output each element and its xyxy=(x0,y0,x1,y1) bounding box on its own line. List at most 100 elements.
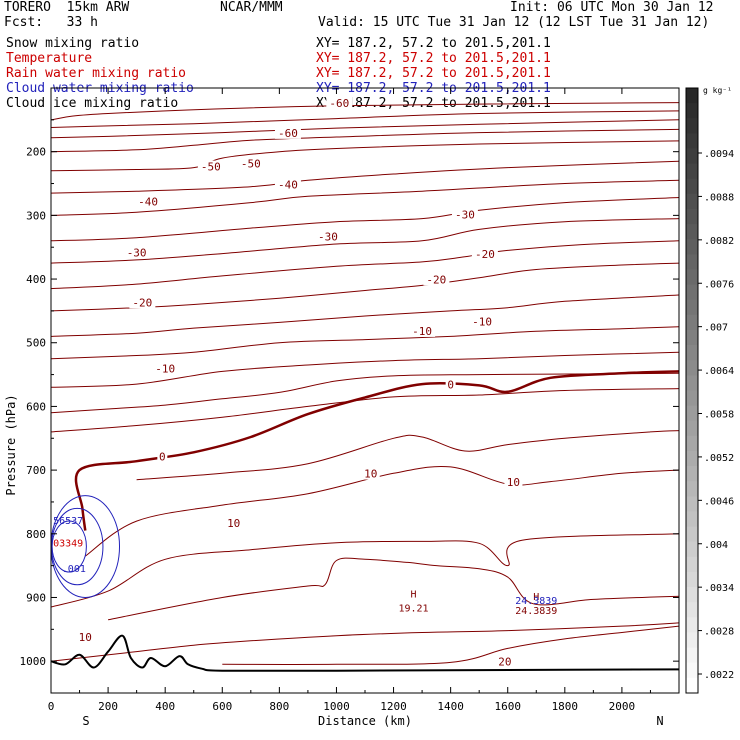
rain-label-0: 03349 xyxy=(53,539,83,550)
x-axis-label: Distance (km) xyxy=(318,714,412,728)
temperature-contour-6 xyxy=(51,179,679,216)
temperature-contour-22 xyxy=(222,625,679,665)
cloud-water-contour-0 xyxy=(51,495,120,598)
x-tick-label-5: 1000 xyxy=(323,700,350,713)
contour-label-bg-0 xyxy=(326,96,353,109)
plot-frame xyxy=(50,87,680,694)
colorbar-cell-2 xyxy=(686,118,698,134)
contour-label-18: 10 xyxy=(507,476,520,489)
contour-label-4: -40 xyxy=(278,178,298,191)
colorbar-label-3: .0076 xyxy=(704,279,734,290)
cloud-water-label-0: 56537 xyxy=(53,516,83,527)
contour-label-bg-16 xyxy=(157,450,168,463)
temperature-contour-10 xyxy=(51,262,679,312)
temperature-contour-4 xyxy=(51,140,679,172)
colorbar: .0094 .0088 .0082 .0076 .007 .0064 .0058 .0052.… xyxy=(685,86,734,694)
y-tick-label-0: 200 xyxy=(26,146,46,159)
field-xy-temperature: XY= 187.2, 57.2 to 201.5,201.1 xyxy=(316,51,551,66)
temperature-contour-15 xyxy=(51,372,679,414)
y-tick-label-6: 800 xyxy=(26,528,46,541)
contour-label-bg-2 xyxy=(237,157,264,170)
contour-label-12: -10 xyxy=(472,315,492,328)
x-tick-label-8: 1600 xyxy=(494,700,521,713)
temperature-contour-20 xyxy=(108,557,679,621)
contour-label-14: -10 xyxy=(155,362,175,375)
colorbar-label-4: .007 xyxy=(704,323,728,334)
y-tick-label-4: 600 xyxy=(26,400,46,413)
colorbar-cell-35 xyxy=(686,617,698,633)
colorbar-label-7: .0052 xyxy=(704,453,734,464)
contour-label-7: -30 xyxy=(318,231,338,244)
colorbar-cell-10 xyxy=(686,239,698,255)
cloud-water-label-1: .001 xyxy=(62,564,86,575)
colorbar-cell-7 xyxy=(686,193,698,210)
init-time: Init: 06 UTC Mon 30 Jan 12 xyxy=(510,0,714,15)
contour-label-bg-14 xyxy=(152,362,179,375)
colorbar-cell-31 xyxy=(686,556,698,573)
colorbar-label-10: .0034 xyxy=(704,583,734,594)
temperature-contour-14 xyxy=(74,370,679,531)
contour-label-bg-1 xyxy=(274,126,301,139)
contour-label-10: -20 xyxy=(426,273,446,286)
colorbar-cell-4 xyxy=(686,148,698,165)
temperature-contour-1 xyxy=(51,110,679,128)
colorbar-cell-29 xyxy=(686,526,698,543)
contour-label-bg-12 xyxy=(469,315,496,328)
temperature-contour-9 xyxy=(51,240,679,290)
colorbar-cell-26 xyxy=(686,481,698,497)
colorbar-cell-12 xyxy=(686,269,698,286)
temperature-contour-11 xyxy=(51,294,679,337)
colorbar-cell-37 xyxy=(686,647,698,664)
contour-label-bg-3 xyxy=(197,160,224,173)
colorbar-cell-22 xyxy=(686,420,698,437)
center-title: NCAR/MMM xyxy=(220,0,283,15)
x-tick-label-7: 1400 xyxy=(437,700,464,713)
colorbar-label-11: .0028 xyxy=(704,627,734,638)
forecast-hour: Fcst: 33 h xyxy=(4,15,98,30)
cloud-water-contour-2 xyxy=(51,520,87,573)
colorbar-cell-24 xyxy=(686,451,698,467)
contour-label-1: -60 xyxy=(278,127,298,140)
colorbar-cell-25 xyxy=(686,466,698,482)
temperature-contours xyxy=(51,102,679,665)
terrain-profile xyxy=(51,634,679,672)
colorbar-cell-36 xyxy=(686,632,698,649)
temperature-contour-19 xyxy=(51,533,679,608)
contour-label-bg-7 xyxy=(314,230,341,243)
contour-label-2: -50 xyxy=(241,157,261,170)
colorbar-cell-23 xyxy=(686,435,698,452)
temperature-contour-16 xyxy=(51,388,679,433)
colorbar-label-12: .0022 xyxy=(704,670,734,681)
contour-label-bg-11 xyxy=(129,296,156,309)
y-tick-label-2: 400 xyxy=(26,273,46,286)
contour-label-11: -20 xyxy=(132,296,152,309)
cloud-water-contours xyxy=(51,495,120,598)
high-marker-0: H xyxy=(411,589,417,600)
temperature-contour-8 xyxy=(51,218,679,264)
contour-label-13: -10 xyxy=(412,325,432,338)
colorbar-cell-15 xyxy=(686,314,698,331)
model-title: TORERO 15km ARW xyxy=(4,0,130,15)
temperature-contour-13 xyxy=(51,351,679,388)
x-end-right: N xyxy=(656,714,663,728)
colorbar-cell-13 xyxy=(686,284,698,301)
x-tick-label-9: 1800 xyxy=(552,700,579,713)
terrain-line xyxy=(51,634,679,672)
colorbar-label-0: .0094 xyxy=(704,149,734,160)
colorbar-cell-5 xyxy=(686,163,698,180)
x-tick-label-10: 2000 xyxy=(609,700,636,713)
field-name-rain: Rain water mixing ratio xyxy=(6,66,187,81)
y-tick-label-5: 700 xyxy=(26,464,46,477)
contour-label-bg-9 xyxy=(471,247,498,260)
high-value-1: 24.3839 xyxy=(515,606,557,617)
colorbar-cell-9 xyxy=(686,224,698,240)
colorbar-cell-21 xyxy=(686,405,698,422)
field-name-cloud-ice: Cloud ice mixing ratio xyxy=(6,96,179,111)
contour-label-bg-13 xyxy=(409,324,436,337)
y-tick-label-3: 500 xyxy=(26,337,46,350)
colorbar-label-6: .0058 xyxy=(704,410,734,421)
contour-label-3: -50 xyxy=(201,161,221,174)
colorbar-cell-27 xyxy=(686,496,698,512)
contour-label-bg-4 xyxy=(274,178,301,191)
